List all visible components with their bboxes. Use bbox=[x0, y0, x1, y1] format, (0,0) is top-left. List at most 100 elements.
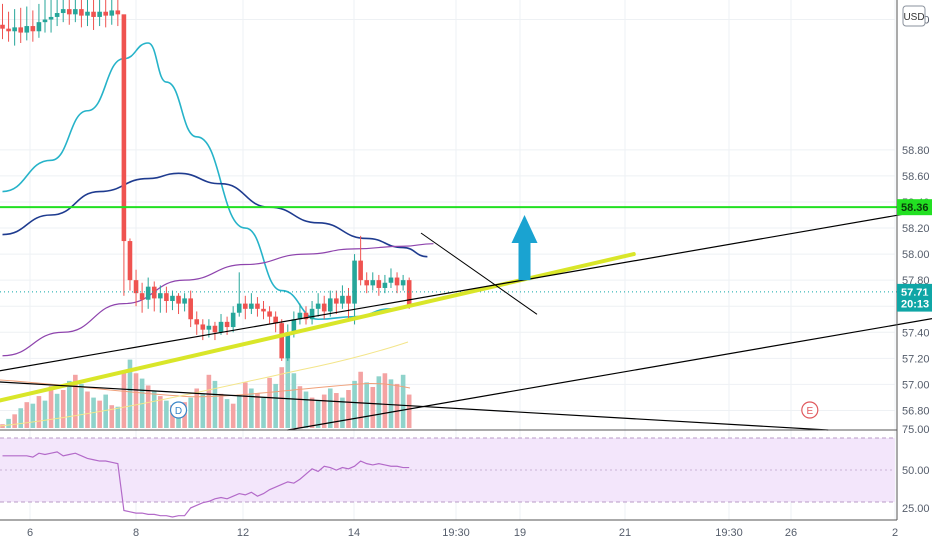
candle[interactable] bbox=[182, 293, 187, 312]
candle[interactable] bbox=[176, 293, 181, 315]
price-tick-label: 57.00 bbox=[902, 379, 930, 391]
candle-body bbox=[6, 28, 11, 32]
candle[interactable] bbox=[346, 287, 351, 320]
candle[interactable] bbox=[340, 285, 345, 309]
candle[interactable] bbox=[194, 311, 200, 335]
candle[interactable] bbox=[382, 274, 388, 294]
candle[interactable] bbox=[127, 238, 133, 291]
candle[interactable] bbox=[376, 274, 382, 296]
candle[interactable] bbox=[327, 290, 333, 317]
candle[interactable] bbox=[273, 311, 278, 333]
price-label-bg bbox=[897, 199, 932, 216]
volume-bar bbox=[212, 380, 218, 428]
trendline[interactable] bbox=[0, 381, 829, 431]
ema-fast-line bbox=[2, 42, 410, 321]
candle[interactable] bbox=[236, 272, 242, 317]
candle[interactable] bbox=[48, 0, 54, 33]
trendline[interactable] bbox=[0, 197, 932, 372]
candle[interactable] bbox=[115, 0, 121, 27]
candle[interactable] bbox=[60, 0, 66, 23]
candle[interactable] bbox=[279, 319, 285, 361]
candle[interactable] bbox=[315, 293, 321, 317]
candle[interactable] bbox=[334, 290, 339, 315]
trendline[interactable] bbox=[287, 306, 932, 431]
candle[interactable] bbox=[79, 0, 84, 28]
time-axis[interactable]: 6 8 12 14 19:30 19 21 19:30 26 2 bbox=[27, 527, 898, 539]
candle[interactable] bbox=[91, 0, 96, 30]
candle[interactable] bbox=[212, 321, 218, 341]
candle[interactable] bbox=[0, 3, 5, 40]
candle[interactable] bbox=[303, 306, 309, 325]
candle-body bbox=[30, 26, 36, 32]
candle[interactable] bbox=[297, 303, 303, 325]
candle[interactable] bbox=[370, 272, 376, 291]
candle[interactable] bbox=[352, 254, 357, 325]
candle[interactable] bbox=[6, 11, 11, 42]
candle[interactable] bbox=[394, 272, 400, 294]
candle[interactable] bbox=[170, 290, 175, 311]
candle[interactable] bbox=[85, 0, 90, 27]
candle[interactable] bbox=[230, 306, 236, 333]
candlesticks[interactable] bbox=[0, 0, 412, 361]
candle[interactable] bbox=[36, 3, 42, 38]
candle[interactable] bbox=[243, 295, 248, 320]
candle[interactable] bbox=[145, 277, 151, 309]
up-arrow-icon[interactable] bbox=[511, 215, 538, 281]
volume-bar bbox=[267, 377, 272, 428]
price-label-text: 20:13 bbox=[901, 299, 929, 311]
candle[interactable] bbox=[30, 10, 36, 42]
candle[interactable] bbox=[66, 0, 72, 25]
drawing-annotations[interactable] bbox=[0, 197, 932, 431]
candle[interactable] bbox=[12, 9, 17, 46]
candle[interactable] bbox=[24, 6, 30, 41]
candle[interactable] bbox=[321, 295, 327, 320]
candle[interactable] bbox=[188, 290, 193, 328]
candle[interactable] bbox=[249, 293, 254, 315]
price-tick-label: 58.20 bbox=[902, 223, 930, 235]
candle[interactable] bbox=[151, 281, 157, 312]
candle[interactable] bbox=[158, 285, 163, 313]
trendline[interactable] bbox=[420, 232, 538, 315]
candle[interactable] bbox=[54, 0, 60, 27]
candle[interactable] bbox=[109, 0, 115, 25]
dividend-marker[interactable]: D bbox=[169, 401, 188, 419]
candle[interactable] bbox=[164, 286, 169, 313]
candle[interactable] bbox=[73, 0, 78, 23]
candle[interactable] bbox=[309, 301, 315, 325]
candle[interactable] bbox=[285, 324, 291, 361]
candle[interactable] bbox=[18, 7, 24, 43]
currency-badge[interactable]: USD bbox=[902, 5, 926, 27]
candle[interactable] bbox=[400, 274, 406, 291]
candle[interactable] bbox=[358, 235, 363, 286]
volume-bar bbox=[206, 374, 212, 428]
candle[interactable] bbox=[364, 272, 369, 294]
volume-bar bbox=[400, 374, 406, 428]
volume-bar bbox=[121, 371, 127, 428]
volume-bar bbox=[103, 394, 108, 428]
candle[interactable] bbox=[103, 0, 108, 28]
candle[interactable] bbox=[406, 277, 412, 309]
earnings-marker[interactable]: E bbox=[801, 401, 819, 419]
candle[interactable] bbox=[97, 0, 102, 27]
candle[interactable] bbox=[388, 268, 394, 288]
candle[interactable] bbox=[255, 297, 260, 317]
candle[interactable] bbox=[200, 319, 206, 341]
candle-body bbox=[73, 9, 78, 15]
candle[interactable] bbox=[139, 282, 145, 313]
volume-bar bbox=[364, 382, 369, 428]
candle[interactable] bbox=[261, 301, 266, 320]
candle[interactable] bbox=[133, 269, 139, 307]
candle-body bbox=[261, 308, 266, 312]
candle-body bbox=[176, 295, 181, 304]
rsi-line bbox=[2, 451, 410, 518]
candle[interactable] bbox=[267, 306, 272, 325]
candle-body bbox=[54, 13, 60, 17]
candle[interactable] bbox=[218, 314, 224, 335]
price-axis[interactable]: 59.8058.8058.6058.4058.2058.0057.8057.60… bbox=[896, 0, 930, 520]
candle[interactable] bbox=[121, 14, 127, 296]
candle-body bbox=[303, 312, 309, 320]
trendline[interactable] bbox=[0, 252, 636, 403]
candle[interactable] bbox=[42, 0, 48, 33]
